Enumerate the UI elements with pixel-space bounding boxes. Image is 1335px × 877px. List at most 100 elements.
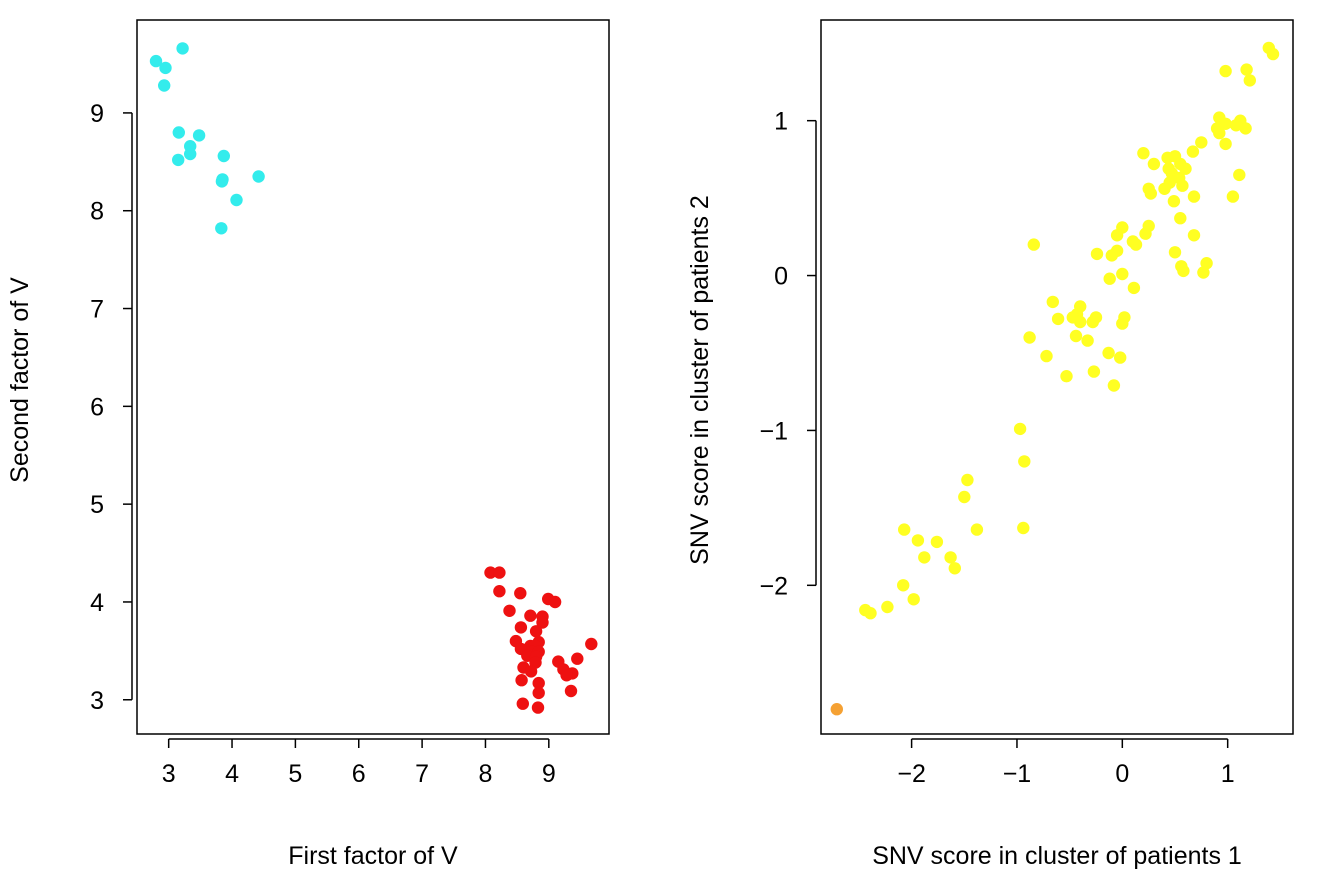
data-point	[1090, 247, 1104, 261]
data-point	[230, 193, 243, 207]
data-point	[1197, 266, 1210, 279]
data-point	[918, 551, 931, 564]
data-point	[529, 625, 543, 638]
data-point	[524, 665, 538, 678]
data-point	[830, 703, 843, 716]
data-point	[1240, 63, 1253, 76]
data-point	[159, 61, 172, 75]
data-point	[911, 534, 925, 547]
data-point	[1243, 74, 1257, 87]
data-point	[514, 587, 527, 600]
data-point	[1233, 168, 1246, 182]
data-point	[524, 609, 537, 622]
x-tick-label: −1	[1003, 760, 1032, 788]
data-point	[907, 593, 920, 606]
data-point	[571, 652, 584, 665]
y-tick-label: 3	[90, 687, 104, 715]
y-axis-label-right: SNV score in cluster of patients 2	[686, 195, 714, 565]
y-tick-label: −2	[759, 572, 788, 600]
data-point	[1074, 315, 1087, 329]
data-point	[531, 701, 545, 714]
data-point	[560, 669, 573, 682]
data-point	[1023, 331, 1036, 344]
data-point	[864, 607, 877, 620]
data-point	[1087, 365, 1101, 378]
data-point	[172, 126, 185, 139]
data-point	[1129, 238, 1143, 251]
data-point	[1187, 229, 1201, 242]
data-point	[1081, 334, 1094, 347]
data-point	[1167, 195, 1181, 208]
y-tick-label: 6	[90, 393, 104, 421]
data-point	[532, 686, 545, 700]
x-tick-label: 0	[1115, 760, 1129, 788]
data-point	[1127, 281, 1141, 295]
data-point	[184, 147, 197, 161]
data-point	[516, 697, 529, 710]
data-point	[1105, 249, 1119, 262]
y-tick-label: 1	[774, 108, 788, 136]
data-point	[1018, 455, 1031, 468]
data-point	[493, 585, 506, 598]
y-tick-label: −1	[759, 417, 788, 445]
data-point	[1110, 229, 1124, 242]
data-point	[484, 566, 497, 579]
ticks-right: −2 −1 0 1 −2 −1 0 1	[759, 108, 1234, 788]
plot-frame-left	[136, 19, 610, 735]
data-point	[217, 149, 230, 163]
y-tick-label: 0	[774, 263, 788, 291]
data-point	[1229, 119, 1243, 132]
x-tick-label: 1	[1221, 760, 1235, 788]
data-point	[1116, 317, 1129, 330]
data-point	[1177, 264, 1190, 278]
x-tick-label: 6	[352, 760, 366, 788]
data-point	[532, 676, 545, 690]
data-point	[898, 523, 911, 536]
ticks-left: 3 4 5 6 7 8 9 3 4 5 6 7 8 9	[90, 100, 556, 788]
data-point	[1239, 122, 1252, 135]
data-point	[1158, 182, 1171, 195]
x-tick-label: 9	[542, 760, 556, 788]
data-point	[564, 684, 578, 698]
data-point	[1027, 238, 1041, 251]
data-point	[1226, 190, 1240, 203]
points-left	[149, 42, 598, 714]
x-tick-label: 5	[288, 760, 302, 788]
x-tick-label: 8	[479, 760, 493, 788]
data-point	[514, 621, 528, 634]
x-axis-label-right: SNV score in cluster of patients 1	[872, 842, 1242, 870]
data-point	[1195, 136, 1208, 149]
data-point	[548, 595, 562, 609]
data-point	[1046, 295, 1060, 309]
data-point	[515, 674, 528, 687]
x-tick-label: 3	[162, 760, 176, 788]
plot-frame-right	[820, 19, 1294, 735]
data-point	[493, 566, 506, 579]
data-point	[1266, 47, 1280, 61]
data-point	[1200, 257, 1213, 270]
data-point	[1086, 315, 1100, 329]
data-point	[158, 79, 171, 92]
data-point	[1176, 179, 1189, 192]
data-point	[958, 490, 971, 504]
data-point	[1213, 126, 1226, 140]
y-tick-label: 4	[90, 589, 104, 617]
data-point	[1116, 267, 1129, 281]
x-axis-label-left: First factor of V	[288, 842, 458, 870]
data-point	[149, 54, 163, 68]
y-tick-label: 8	[90, 198, 104, 226]
data-point	[961, 473, 974, 487]
data-point	[1139, 227, 1152, 240]
data-point	[176, 42, 189, 55]
data-point	[1017, 521, 1030, 535]
data-point	[1060, 370, 1073, 383]
data-point	[1174, 212, 1187, 225]
data-point	[1144, 187, 1158, 200]
data-point	[1114, 351, 1127, 364]
x-tick-label: 4	[225, 760, 239, 788]
data-point	[948, 562, 961, 575]
data-point	[1040, 349, 1053, 363]
data-point	[503, 604, 516, 617]
y-tick-label: 9	[90, 100, 104, 128]
